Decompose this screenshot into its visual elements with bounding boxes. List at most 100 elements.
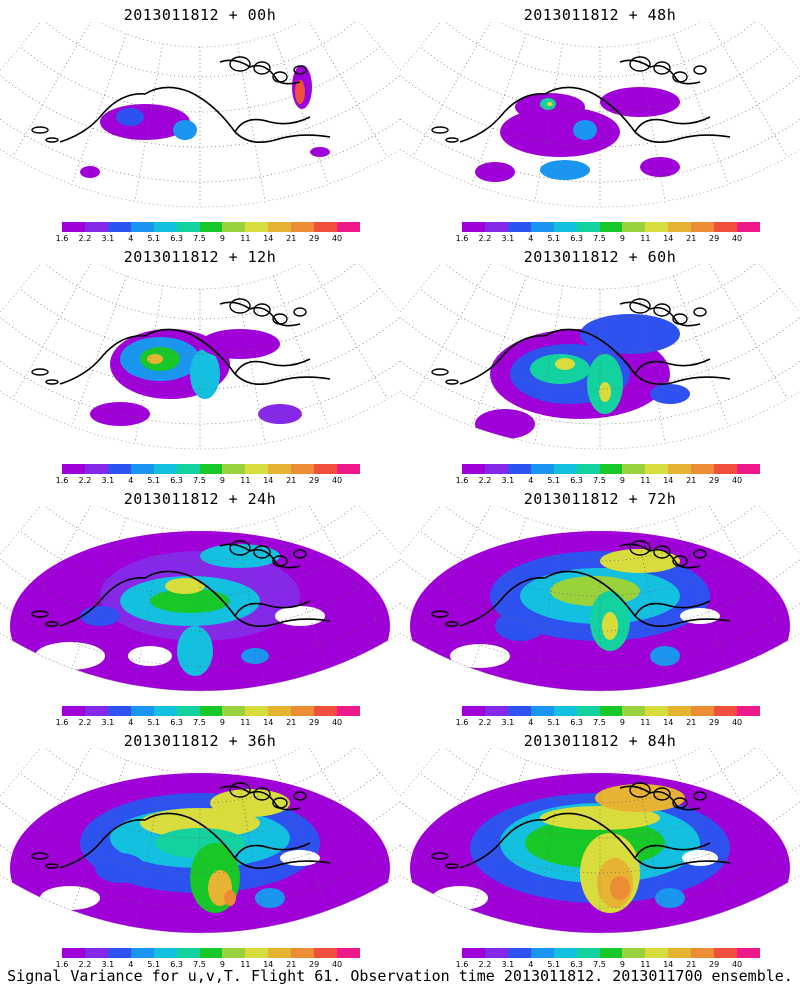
- color-scale-tick-label: 9: [619, 718, 625, 727]
- color-scale-swatch: [314, 706, 338, 716]
- color-scale-tick-label: 29: [709, 476, 720, 485]
- color-scale-tick-label: 3.1: [501, 960, 515, 969]
- color-scale-tick-label: 2.2: [78, 718, 92, 727]
- color-scale-bar: [62, 464, 360, 474]
- forecast-panel: 2013011812 + 60h 1.6 2.2 3.1 4 5.1 6.3 7.5 9 11 14…: [400, 242, 800, 492]
- color-scale-swatch: [222, 948, 246, 958]
- color-scale-swatch: [199, 464, 223, 474]
- color-scale-tick-label: 29: [709, 234, 720, 243]
- color-scale-tick-label: 2.2: [78, 960, 92, 969]
- color-scale-swatch: [691, 464, 715, 474]
- variance-map: [0, 22, 400, 208]
- color-scale-tick-label: 14: [263, 234, 274, 243]
- color-scale-tick-label: 40: [731, 960, 743, 969]
- color-scale-swatch: [314, 464, 338, 474]
- color-scale-tick-label: 14: [663, 476, 674, 485]
- color-scale-tick-label: 7.5: [593, 476, 606, 485]
- color-scale-labels: 1.6 2.2 3.1 4 5.1 6.3 7.5 9 11 14 21 29 40: [56, 476, 360, 488]
- color-scale-swatch: [62, 706, 85, 716]
- color-scale-labels: 1.6 2.2 3.1 4 5.1 6.3 7.5 9 11 14 21 29 40: [456, 960, 760, 972]
- color-scale-swatch: [462, 948, 485, 958]
- color-scale-tick-label: 7.5: [193, 234, 206, 243]
- color-scale-tick-label: 9: [219, 476, 225, 485]
- color-scale-swatch: [176, 464, 200, 474]
- color-scale-swatch: [645, 464, 669, 474]
- color-scale-swatch: [484, 222, 508, 232]
- color-scale-tick-label: 2.2: [78, 234, 92, 243]
- color-scale-tick-label: 4: [528, 718, 534, 727]
- color-scale-swatch: [291, 222, 315, 232]
- color-scale-tick-label: 7.5: [593, 234, 606, 243]
- color-scale-labels: 1.6 2.2 3.1 4 5.1 6.3 7.5 9 11 14 21 29 40: [456, 476, 760, 488]
- color-scale-tick-label: 21: [686, 476, 697, 485]
- color-scale-swatch: [714, 948, 738, 958]
- color-scale-tick-label: 14: [263, 718, 274, 727]
- color-scale-swatch: [507, 464, 531, 474]
- color-scale-swatch: [462, 222, 485, 232]
- color-scale-bar: [462, 948, 760, 958]
- color-scale-swatch: [691, 948, 715, 958]
- variance-map: [400, 748, 800, 934]
- color-scale-swatch: [576, 706, 600, 716]
- color-scale-tick-label: 14: [263, 476, 274, 485]
- color-scale-tick-label: 40: [331, 960, 343, 969]
- color-scale-tick-label: 5.1: [547, 718, 561, 727]
- color-scale-tick-label: 21: [286, 234, 297, 243]
- color-scale-swatch: [84, 948, 108, 958]
- color-scale-swatch: [268, 222, 292, 232]
- color-scale-swatch: [268, 706, 292, 716]
- color-scale-tick-label: 21: [286, 476, 297, 485]
- color-scale-tick-label: 21: [686, 234, 697, 243]
- panel-title: 2013011812 + 36h: [123, 732, 277, 750]
- color-scale-swatch: [291, 948, 315, 958]
- color-scale-labels: 1.6 2.2 3.1 4 5.1 6.3 7.5 9 11 14 21 29 40: [456, 718, 760, 730]
- color-scale-swatch: [176, 948, 200, 958]
- color-scale-tick-label: 21: [286, 960, 297, 969]
- color-scale-tick-label: 9: [619, 960, 625, 969]
- color-scale-swatch: [622, 222, 646, 232]
- color-scale-tick-label: 6.3: [170, 476, 183, 485]
- color-scale-swatch: [245, 706, 269, 716]
- color-scale-tick-label: 14: [663, 718, 674, 727]
- color-scale-tick-label: 6.3: [570, 234, 583, 243]
- color-scale-swatch: [714, 464, 738, 474]
- color-scale-labels: 1.6 2.2 3.1 4 5.1 6.3 7.5 9 11 14 21 29 40: [56, 234, 360, 246]
- color-scale-tick-label: 5.1: [147, 960, 161, 969]
- color-scale-tick-label: 6.3: [570, 476, 583, 485]
- color-scale-swatch: [668, 948, 692, 958]
- color-scale-swatch: [84, 464, 108, 474]
- color-scale-swatch: [153, 706, 177, 716]
- color-scale-swatch: [622, 948, 646, 958]
- color-scale-swatch: [645, 222, 669, 232]
- color-scale-swatch: [484, 464, 508, 474]
- color-scale-tick-label: 11: [640, 960, 651, 969]
- color-scale-swatch: [62, 222, 85, 232]
- color-scale-tick-label: 7.5: [193, 960, 206, 969]
- color-scale-tick-label: 1.6: [455, 234, 469, 243]
- color-scale-tick-label: 2.2: [478, 718, 492, 727]
- color-scale-tick-label: 21: [686, 718, 697, 727]
- color-scale-tick-label: 4: [128, 234, 134, 243]
- color-scale-tick-label: 1.6: [55, 718, 69, 727]
- color-scale-swatch: [176, 222, 200, 232]
- color-scale-swatch: [107, 464, 131, 474]
- color-scale-swatch: [314, 222, 338, 232]
- color-scale-swatch: [599, 222, 623, 232]
- color-scale-swatch: [268, 948, 292, 958]
- figure-caption: Signal Variance for u,v,T. Flight 61. Ob…: [7, 967, 793, 985]
- color-scale-swatch: [314, 948, 338, 958]
- color-scale-tick-label: 21: [286, 718, 297, 727]
- forecast-panel: 2013011812 + 36h 1.6 2.2 3.1 4 5.1 6.3 7.5 9 11 14…: [0, 726, 400, 976]
- color-scale-tick-label: 1.6: [455, 960, 469, 969]
- color-scale-tick-label: 1.6: [55, 960, 69, 969]
- forecast-panel: 2013011812 + 00h 1.6 2.2 3.1 4 5.1 6.3 7.5 9 11 14…: [0, 0, 400, 250]
- color-scale-swatch: [176, 706, 200, 716]
- color-scale-labels: 1.6 2.2 3.1 4 5.1 6.3 7.5 9 11 14 21 29 40: [56, 718, 360, 730]
- color-scale-tick-label: 1.6: [55, 234, 69, 243]
- color-scale-tick-label: 6.3: [570, 960, 583, 969]
- color-scale-swatch: [668, 464, 692, 474]
- forecast-panel: 2013011812 + 48h 1.6 2.2 3.1 4 5.1 6.3 7.5 9 11 14…: [400, 0, 800, 250]
- variance-map: [0, 264, 400, 450]
- color-scale-swatch: [553, 706, 577, 716]
- color-scale-tick-label: 7.5: [193, 476, 206, 485]
